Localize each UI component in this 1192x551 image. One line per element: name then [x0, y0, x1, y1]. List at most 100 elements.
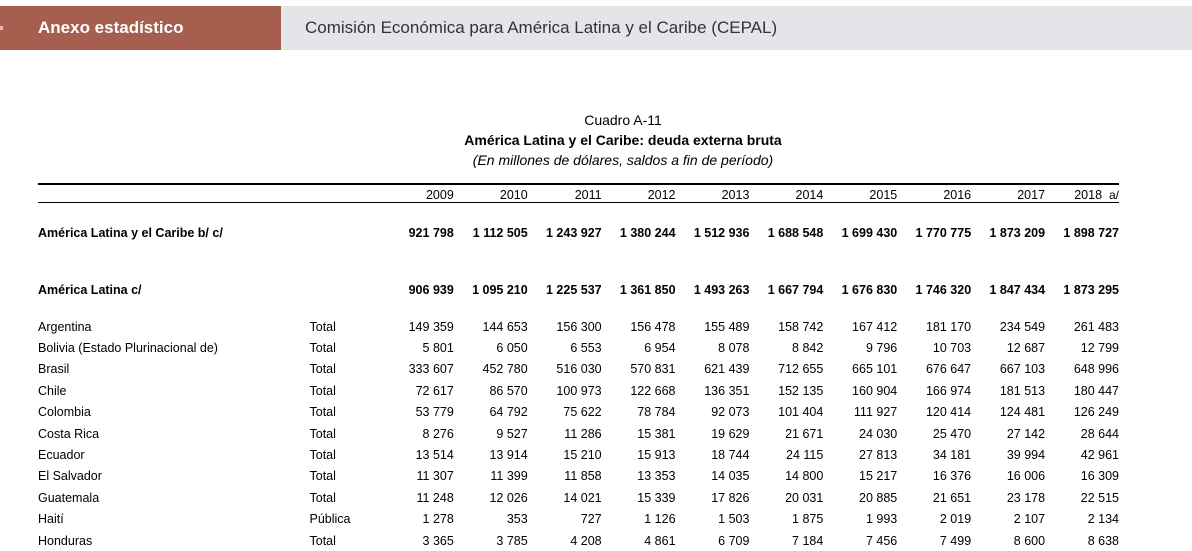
- value-cell: 921 798: [408, 226, 454, 240]
- value-cell: 25 470: [932, 426, 972, 441]
- country-name: Argentina: [38, 319, 92, 334]
- value-cell: 648 996: [1073, 362, 1119, 377]
- value-cell: 152 135: [778, 383, 824, 398]
- value-cell: 452 780: [482, 362, 528, 377]
- value-cell: 1 699 430: [841, 226, 898, 240]
- value-cell: 1 112 505: [472, 226, 528, 240]
- value-cell: 1 873 209: [989, 226, 1046, 240]
- country-name: Chile: [38, 383, 67, 398]
- country-name: Brasil: [38, 362, 70, 377]
- value-cell: 1 361 850: [619, 283, 676, 297]
- value-cell: 39 994: [1006, 448, 1046, 463]
- value-cell: 7 499: [939, 533, 972, 548]
- value-cell: 6 553: [570, 341, 602, 356]
- table-row: Brasil Total 333 607 452 780 516 030 570 831 6…: [38, 359, 1119, 380]
- organization-name: Comisión Económica para América Latina y…: [305, 18, 778, 37]
- value-cell: 124 481: [999, 405, 1046, 420]
- country-name: Guatemala: [38, 490, 100, 505]
- value-cell: 24 115: [786, 448, 824, 463]
- table-row: Colombia Total 53 779 64 792 75 622 78 784 92 …: [38, 402, 1119, 423]
- table-header-rule: [38, 202, 1119, 203]
- value-cell: 78 784: [637, 405, 676, 420]
- value-cell: 16 309: [1080, 469, 1119, 484]
- value-cell: 1 225 537: [546, 283, 602, 297]
- value-cell: 16 376: [932, 469, 972, 484]
- year-header: 2010: [499, 188, 528, 202]
- value-cell: 21 651: [932, 490, 972, 505]
- value-cell: 42 961: [1080, 448, 1119, 463]
- value-cell: 1 503: [718, 512, 750, 527]
- value-cell: 1 875: [792, 512, 824, 527]
- debt-type: Total: [309, 405, 336, 420]
- table-row: Chile Total 72 617 86 570 100 973 122 668 136 …: [38, 380, 1119, 401]
- value-cell: 156 478: [630, 319, 676, 334]
- value-cell: 23 178: [1006, 490, 1046, 505]
- value-cell: 1 847 434: [989, 283, 1046, 297]
- year-header: 2009: [425, 188, 454, 202]
- value-cell: 75 622: [563, 405, 602, 420]
- value-cell: 13 353: [637, 469, 676, 484]
- value-cell: 53 779: [415, 405, 454, 420]
- table-row: Honduras Total 3 365 3 785 4 208 4 861 6 709 7 …: [38, 530, 1119, 551]
- year-footnote: a/: [1108, 188, 1119, 202]
- value-cell: 353: [506, 512, 528, 527]
- value-cell: 12 026: [489, 490, 528, 505]
- table-subtitle: (En millones de dólares, saldos a fin de…: [472, 152, 774, 168]
- value-cell: 7 456: [865, 533, 898, 548]
- value-cell: 15 217: [859, 469, 898, 484]
- debt-type: Total: [309, 362, 336, 377]
- debt-type: Total: [309, 319, 336, 334]
- value-cell: 155 489: [704, 319, 750, 334]
- value-cell: 4 861: [644, 533, 676, 548]
- value-cell: 24 030: [859, 426, 898, 441]
- value-cell: 158 742: [778, 319, 824, 334]
- table-row: Guatemala Total 11 248 12 026 14 021 15 339 17…: [38, 487, 1119, 508]
- value-cell: 1 243 927: [546, 226, 602, 240]
- value-cell: 1 095 210: [472, 283, 528, 297]
- value-cell: 16 006: [1006, 469, 1046, 484]
- value-cell: 111 927: [853, 405, 898, 420]
- value-cell: 22 515: [1080, 490, 1119, 505]
- value-cell: 8 638: [1087, 533, 1119, 548]
- debt-type: Total: [309, 426, 336, 441]
- value-cell: 20 885: [859, 490, 898, 505]
- value-cell: 667 103: [999, 362, 1046, 377]
- value-cell: 6 709: [718, 533, 750, 548]
- value-cell: 2 134: [1087, 512, 1119, 527]
- year-header: 2012: [647, 188, 676, 202]
- value-cell: 11 248: [416, 490, 454, 505]
- value-cell: 14 035: [711, 469, 750, 484]
- value-cell: 180 447: [1073, 383, 1119, 398]
- year-header: 2015: [869, 188, 898, 202]
- year-label: 2018: [1074, 188, 1103, 202]
- value-cell: 1 746 320: [915, 283, 972, 297]
- value-cell: 13 514: [415, 448, 454, 463]
- value-cell: 181 513: [999, 383, 1046, 398]
- value-cell: 9 527: [496, 426, 528, 441]
- value-cell: 1 873 295: [1063, 283, 1119, 297]
- value-cell: 516 030: [556, 362, 602, 377]
- value-cell: 92 073: [711, 405, 750, 420]
- value-cell: 181 170: [925, 319, 972, 334]
- type-cell: [310, 264, 380, 316]
- value-cell: 12 799: [1080, 341, 1119, 356]
- debt-type: Total: [309, 469, 336, 484]
- value-cell: 34 181: [932, 448, 972, 463]
- country-name: Bolivia (Estado Plurinacional de): [38, 341, 218, 356]
- value-cell: 14 021: [563, 490, 602, 505]
- country-name: Honduras: [38, 533, 93, 548]
- value-cell: 28 644: [1080, 426, 1119, 441]
- year-header: 2016: [943, 188, 972, 202]
- value-cell: 8 600: [1013, 533, 1046, 548]
- value-cell: 1 667 794: [767, 283, 824, 297]
- section-label: Anexo estadístico: [0, 6, 281, 50]
- debt-type: Total: [309, 490, 336, 505]
- value-cell: 136 351: [704, 383, 750, 398]
- value-cell: 20 031: [785, 490, 824, 505]
- country-name: El Salvador: [38, 469, 102, 484]
- table-row: Costa Rica Total 8 276 9 527 11 286 15 381 19 …: [38, 423, 1119, 444]
- value-cell: 27 142: [1006, 426, 1046, 441]
- value-cell: 8 276: [422, 426, 454, 441]
- table-row: Argentina Total 149 359 144 653 156 300 156 4…: [38, 316, 1119, 337]
- value-cell: 11 858: [564, 469, 602, 484]
